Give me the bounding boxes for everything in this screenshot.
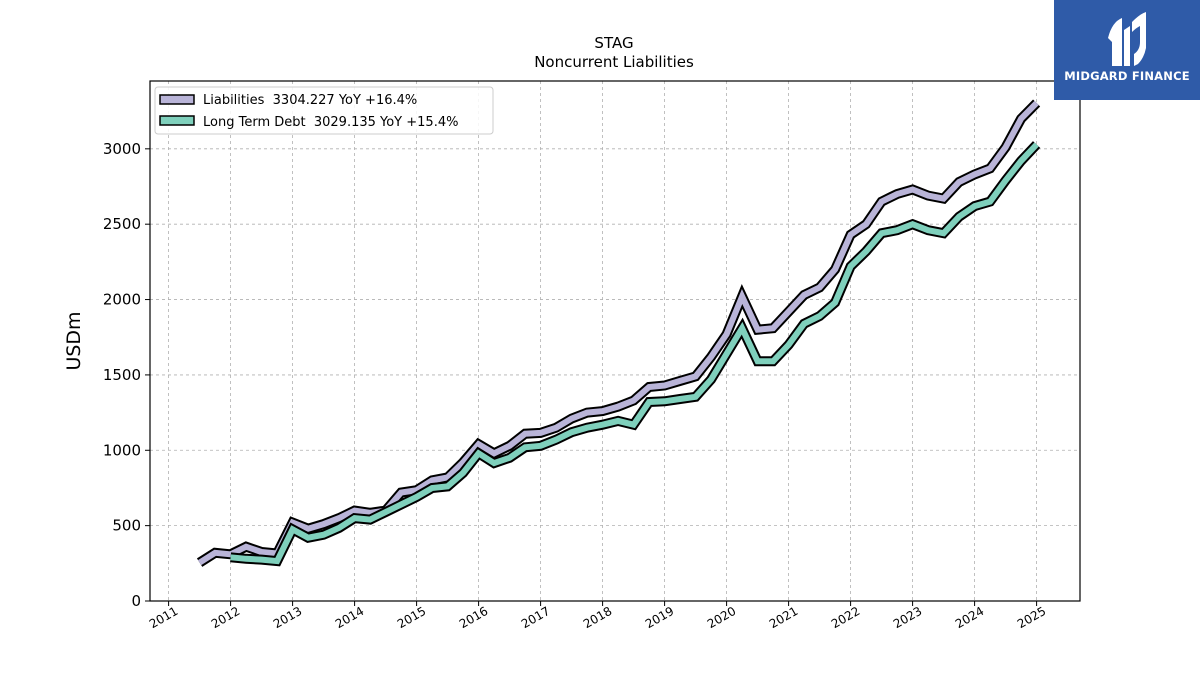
x-tick-label: 2019: [643, 604, 676, 631]
x-tick-label: 2023: [891, 604, 924, 631]
x-tick-label: 2022: [829, 604, 862, 631]
series-outline-liabilities: [196, 99, 1041, 567]
logo-mark-icon: [1108, 12, 1146, 66]
series-lines: [196, 99, 1041, 567]
y-tick-label: 1000: [103, 441, 141, 459]
x-tick-label: 2011: [147, 604, 180, 631]
chart-subtitle: Noncurrent Liabilities: [534, 53, 694, 71]
x-tick-label: 2012: [209, 604, 242, 631]
x-tick-label: 2024: [953, 604, 986, 631]
y-tick-label: 2000: [103, 291, 141, 309]
x-tick-label: 2017: [519, 604, 552, 631]
x-tick-label: 2018: [581, 604, 614, 631]
logo-text: MIDGARD FINANCE: [1064, 69, 1190, 83]
chart-title: STAG: [594, 34, 633, 52]
legend: Liabilities 3304.227 YoY +16.4% Long Ter…: [154, 86, 494, 135]
legend-label-liabilities: Liabilities 3304.227 YoY +16.4%: [203, 93, 417, 108]
x-tick-label: 2020: [705, 604, 738, 631]
x-tick-label: 2014: [333, 604, 366, 631]
x-tick-label: 2013: [271, 604, 304, 631]
y-tick-label: 1500: [103, 366, 141, 384]
legend-label-long-term-debt: Long Term Debt 3029.135 YoY +15.4%: [203, 115, 458, 130]
y-tick-label: 0: [131, 592, 141, 610]
legend-swatch-long-term-debt: [159, 115, 195, 126]
y-tick-label: 2500: [103, 215, 141, 233]
x-tick-label: 2016: [457, 604, 490, 631]
x-tick-label: 2021: [767, 604, 800, 631]
legend-box: [154, 86, 494, 135]
series-line-liabilities: [197, 100, 1039, 566]
midgard-finance-logo: MIDGARD FINANCE: [1054, 0, 1200, 100]
plot-area-frame: [149, 80, 1081, 602]
x-tick-label: 2025: [1015, 604, 1048, 631]
grid: [150, 81, 1080, 602]
y-tick-label: 500: [112, 517, 141, 535]
y-axis-label: USDm: [63, 311, 85, 370]
series-outline-long-term-debt: [230, 141, 1041, 567]
legend-swatch-liabilities: [159, 94, 195, 105]
x-axis-ticks: 2011 2012 2013 2014 2015 2016 2017 2018 2019 2020…: [147, 601, 1048, 631]
x-tick-label: 2015: [395, 604, 428, 631]
y-axis-ticks: 0 500 1000 1500 2000 2500 3000: [103, 140, 150, 610]
series-line-long-term-debt: [230, 142, 1039, 565]
y-tick-label: 3000: [103, 140, 141, 158]
